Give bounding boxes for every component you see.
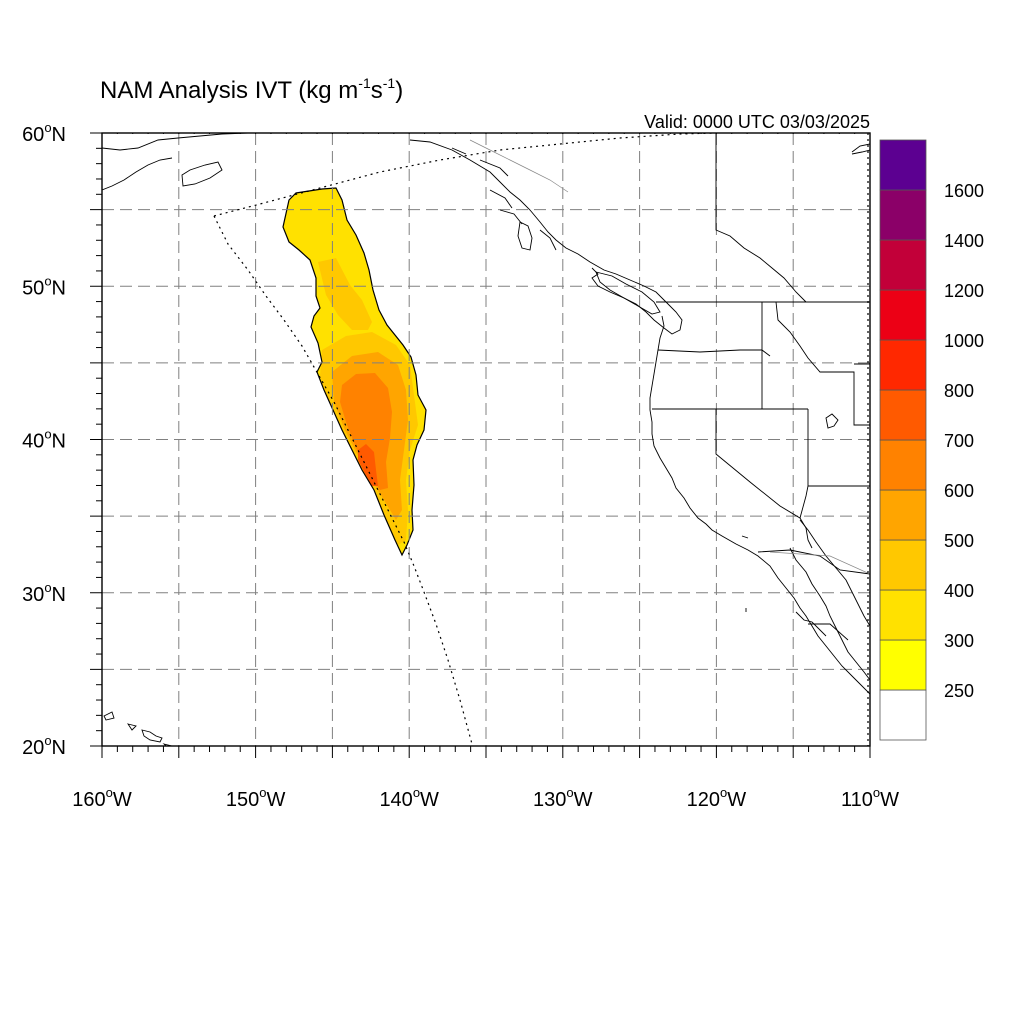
ivt-level-700-fill	[358, 444, 378, 486]
wa-or-border	[657, 349, 771, 357]
colorbar-label: 800	[944, 381, 974, 401]
idaho-border	[761, 301, 870, 426]
channel-islands	[741, 535, 749, 612]
lon-label: 110oW	[841, 785, 899, 811]
colorbar-label: 1600	[944, 181, 984, 201]
colorbar-label: 600	[944, 481, 974, 501]
alaska-islands	[451, 147, 557, 251]
great-salt-lake	[825, 413, 839, 429]
colorbar-label: 300	[944, 631, 974, 651]
vancouver-island	[595, 271, 661, 315]
colorbar-swatch	[879, 639, 927, 691]
nv-az-border	[715, 409, 870, 519]
ivt-level-600-fill	[340, 373, 392, 490]
coastlines	[102, 133, 870, 746]
colorbar-label: 1000	[944, 331, 984, 351]
us-mexico-border	[757, 549, 870, 575]
lon-label: 120oW	[687, 785, 747, 811]
colorbar-label: 1400	[944, 231, 984, 251]
baja-coast	[789, 547, 870, 681]
lat-label: 40oN	[22, 427, 66, 453]
international-border-thin	[469, 139, 870, 575]
lon-label: 150oW	[226, 785, 286, 811]
axis-ticks	[90, 132, 871, 758]
map-panel	[90, 132, 871, 758]
ivt-plume-outline	[282, 187, 427, 557]
gulf-of-california	[799, 519, 870, 627]
lat-label: 50oN	[22, 273, 66, 299]
colorbar-swatch	[879, 289, 927, 341]
colorbar-swatch	[879, 689, 927, 741]
ivt-level-400-fill	[318, 258, 372, 330]
bc-coast	[409, 139, 683, 335]
colorbar-swatch	[879, 139, 927, 191]
colorbar-label: 1200	[944, 281, 984, 301]
haida-gwaii	[517, 221, 533, 251]
ca-az-border	[799, 517, 813, 549]
colorbar-label: 400	[944, 581, 974, 601]
colorbar-label: 250	[944, 681, 974, 701]
colorbar-swatch	[879, 489, 927, 541]
colorbar-label: 700	[944, 431, 974, 451]
alaska-canada-border	[715, 133, 807, 303]
us-west-coast	[649, 315, 870, 695]
political-borders	[652, 133, 870, 641]
colorbar-swatch	[879, 189, 927, 241]
colorbar-swatch	[879, 339, 927, 391]
colorbar-swatch	[879, 239, 927, 291]
lon-label: 130oW	[533, 785, 593, 811]
lat-lon-grid	[102, 133, 870, 746]
colorbar-swatch	[879, 439, 927, 491]
hudson-bay-edge	[851, 143, 870, 155]
ivt-colorbar: 250 300 400 500 600 700 800 1000 1200 1400 1600	[879, 139, 984, 741]
nam-domain-boundary	[213, 133, 869, 746]
hawaii-islands	[103, 711, 174, 746]
mexico-state-border	[808, 623, 849, 641]
valid-time-label: Valid: 0000 UTC 03/03/2025	[644, 112, 870, 132]
colorbar-swatch	[879, 589, 927, 641]
alaska-coast	[102, 133, 249, 191]
lat-label: 20oN	[22, 733, 66, 759]
map-title: NAM Analysis IVT (kg m-1s-1)	[100, 75, 403, 104]
latitude-labels: 60oN 50oN 40oN 30oN 20oN	[22, 120, 66, 759]
colorbar-swatch	[879, 389, 927, 441]
lon-label: 140oW	[379, 785, 439, 811]
colorbar-label: 500	[944, 531, 974, 551]
longitude-labels: 160oW 150oW 140oW 130oW 120oW 110oW	[72, 785, 899, 811]
lat-label: 60oN	[22, 120, 66, 146]
ivt-plume	[282, 187, 427, 557]
colorbar-swatch	[879, 539, 927, 591]
lon-label: 160oW	[72, 785, 132, 811]
lat-label: 30oN	[22, 580, 66, 606]
